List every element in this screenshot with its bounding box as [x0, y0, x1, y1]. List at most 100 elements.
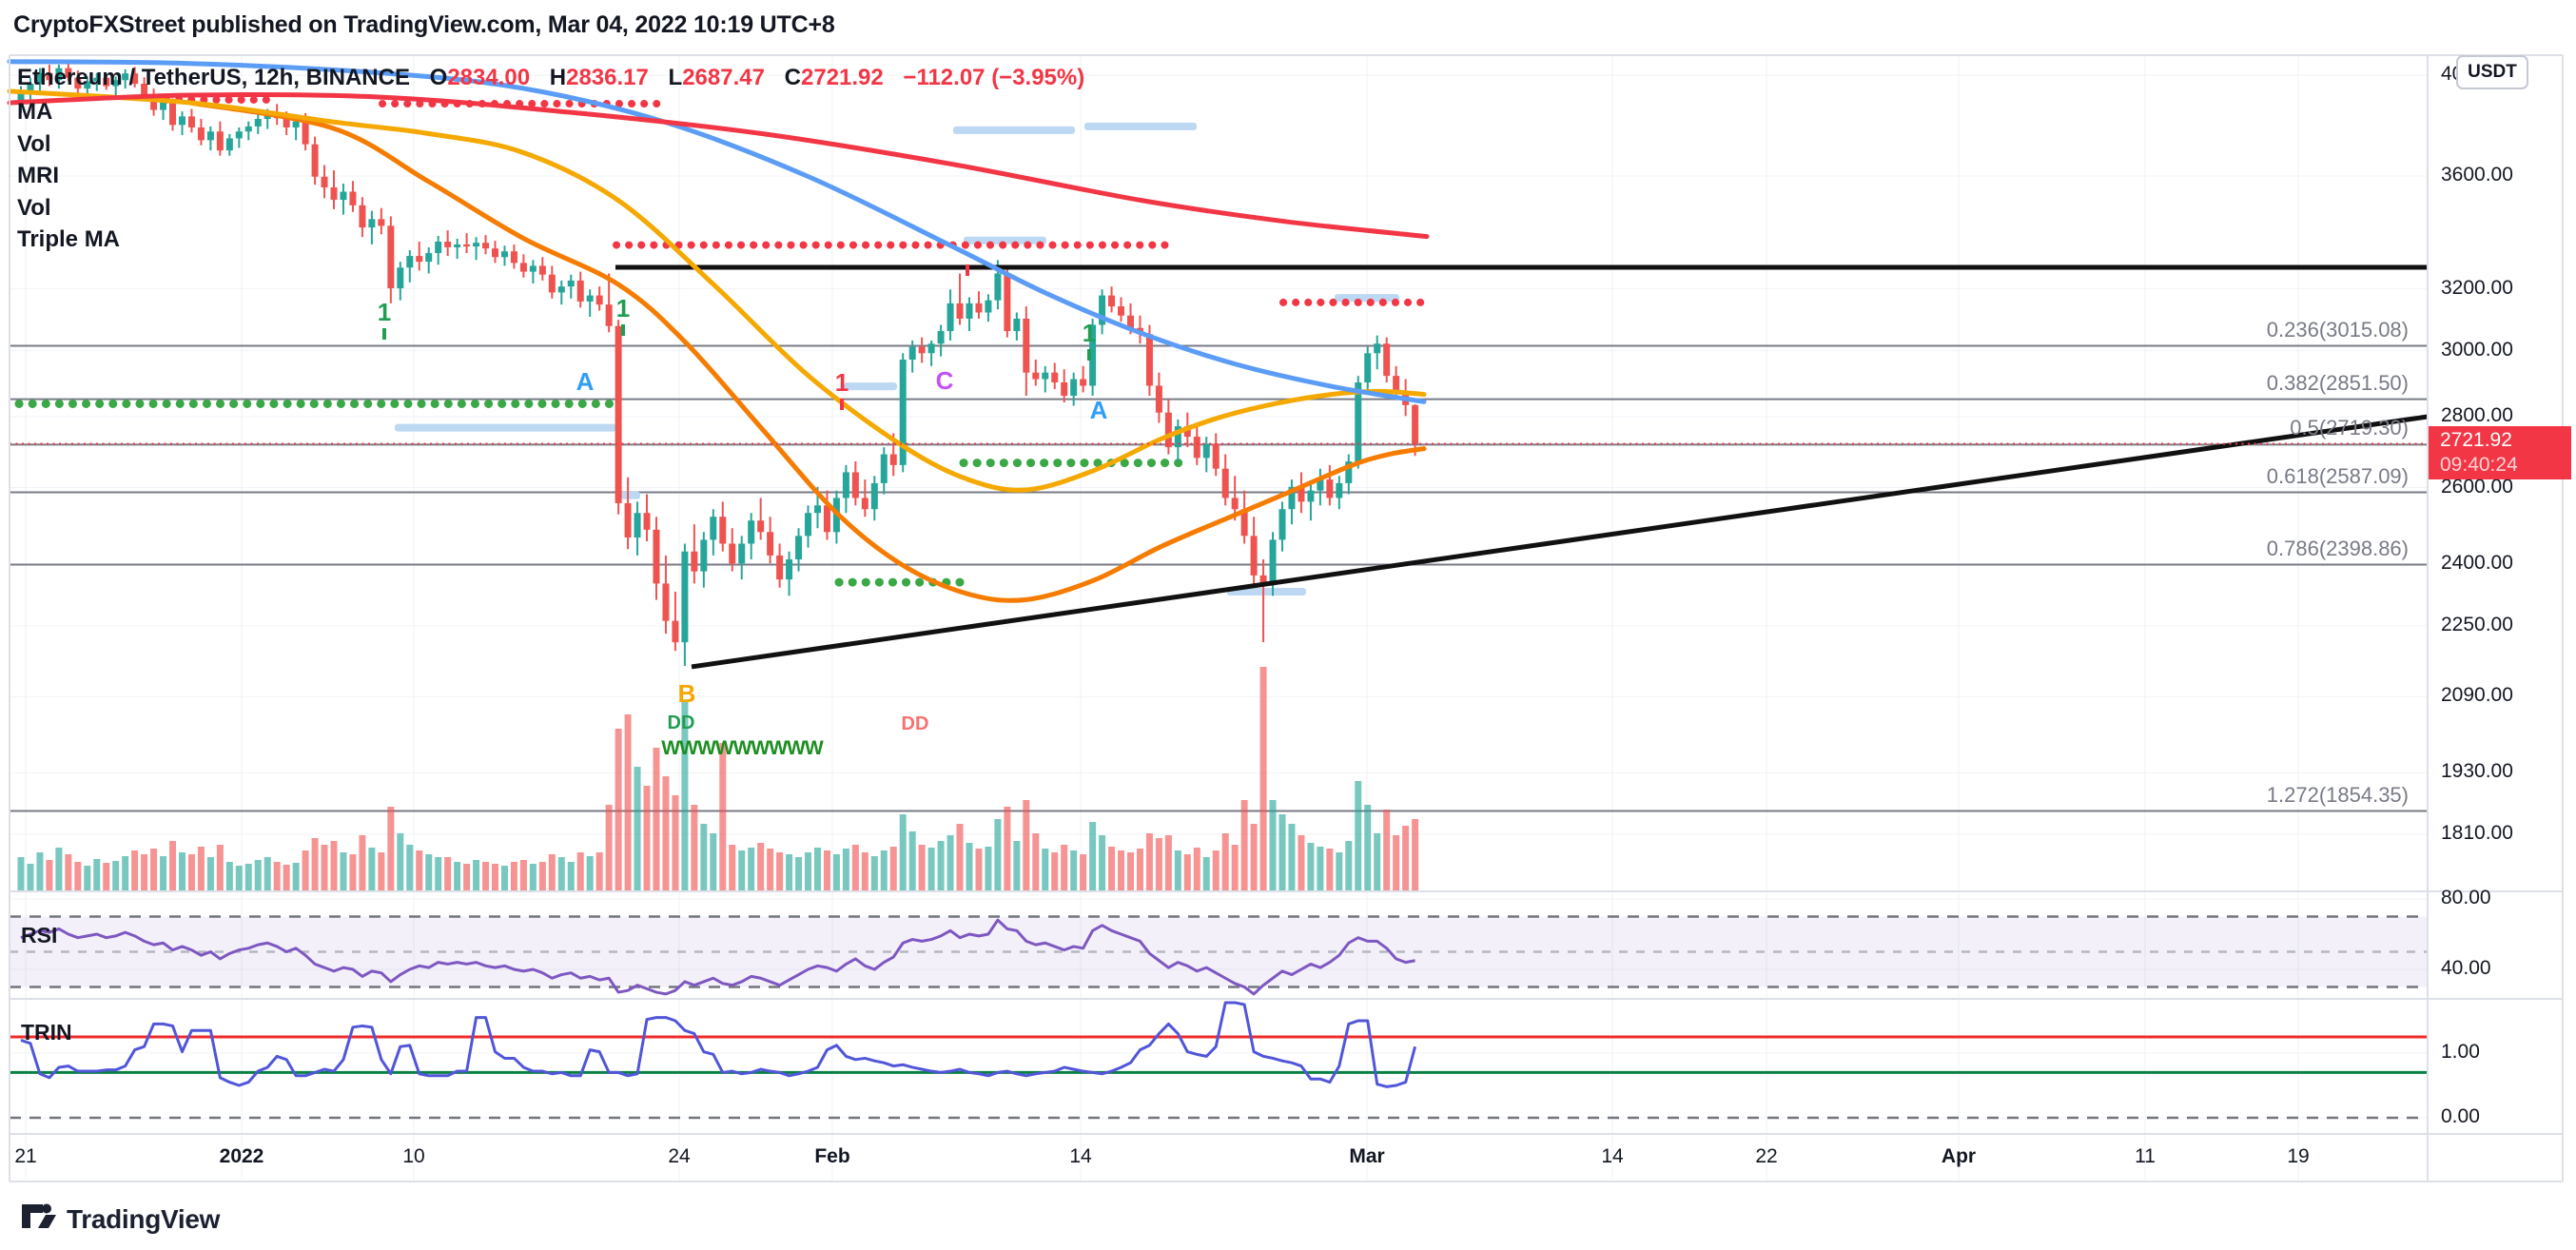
rsi-pane-label[interactable]: RSI: [21, 923, 58, 947]
volume-bar: [1145, 833, 1153, 890]
volume-bar: [1345, 841, 1353, 890]
candle-body: [813, 505, 821, 514]
candle-body: [586, 295, 594, 302]
tradingview-brand-text[interactable]: TradingView: [67, 1204, 221, 1234]
candle-body: [225, 138, 233, 151]
candle-body: [292, 121, 300, 127]
candle-body: [1061, 382, 1068, 396]
volume-bar: [519, 860, 527, 890]
volume-bar: [1221, 833, 1229, 890]
candle-body: [103, 77, 110, 87]
symbol-legend-row[interactable]: Ethereum / TetherUS, 12h, BINANCE O2834.…: [17, 65, 1084, 91]
candle-body: [691, 551, 698, 572]
volume-bar: [937, 841, 945, 890]
volume-bar: [899, 814, 907, 890]
candle-body: [1013, 318, 1021, 332]
volume-bar: [150, 849, 158, 890]
candle-body: [719, 517, 727, 544]
last-price-badge: 2721.92 09:40:24: [2429, 426, 2571, 479]
volume-bar: [1383, 810, 1391, 890]
candle-body: [1307, 490, 1315, 502]
volume-bar: [851, 845, 859, 890]
candle-body: [1269, 539, 1277, 584]
legend-indicator-ma[interactable]: MA: [17, 99, 53, 125]
candle-body: [880, 454, 888, 483]
candle-body: [870, 482, 878, 510]
volume-bar: [1240, 800, 1248, 890]
legend-indicator-mri[interactable]: MRI: [17, 163, 59, 189]
volume-bar: [889, 847, 897, 890]
volume-bar: [975, 849, 983, 890]
candle-body: [1023, 318, 1030, 373]
volume-bar: [206, 857, 214, 890]
candle-body: [492, 248, 498, 258]
ma-line-amber: [7, 88, 1427, 493]
candle-body: [131, 73, 139, 85]
ma-line-red: [7, 91, 1430, 240]
currency-toggle-button[interactable]: USDT: [2456, 55, 2528, 89]
time-axis-scale[interactable]: [10, 1134, 2428, 1182]
candle-body: [1240, 509, 1248, 537]
candle-body: [1089, 324, 1097, 386]
volume-bar: [244, 864, 252, 890]
candle-body: [187, 116, 195, 127]
legend-indicator-vol[interactable]: Vol: [17, 130, 51, 157]
ohlc-low: L2687.47: [668, 65, 765, 90]
candle-body: [956, 303, 964, 319]
price-axis-scale[interactable]: [2428, 55, 2563, 1182]
candle-body: [340, 191, 347, 201]
volume-bar: [994, 819, 1002, 890]
volume-bar: [387, 807, 395, 890]
candle-body: [406, 256, 414, 268]
candle-body: [387, 225, 395, 289]
candle-body: [473, 243, 480, 247]
volume-bar: [927, 848, 935, 890]
volume-bar: [473, 860, 480, 890]
trin-pane-label[interactable]: TRIN: [21, 1020, 72, 1045]
volume-bar: [1202, 857, 1210, 890]
volume-bar: [634, 767, 641, 890]
volume-bar: [880, 850, 888, 890]
volume-bar: [235, 866, 243, 890]
volume-bar: [359, 835, 366, 890]
volume-bar: [586, 856, 594, 890]
candle-body: [1051, 372, 1059, 383]
legend-indicator-triple-ma[interactable]: Triple MA: [17, 226, 121, 253]
support-zone-segment: [1084, 122, 1197, 130]
candle-body: [311, 144, 319, 177]
candle-body: [1231, 498, 1239, 510]
volume-bar: [1099, 835, 1106, 890]
candle-body: [1298, 486, 1305, 502]
candle-body: [216, 131, 224, 151]
candle-body: [889, 454, 897, 465]
candle-body: [93, 77, 101, 82]
volume-bar: [748, 848, 755, 890]
volume-bar: [1355, 781, 1362, 890]
candle-body: [1336, 482, 1343, 498]
volume-bar: [1402, 826, 1410, 890]
volume-bar: [55, 848, 63, 890]
volume-bar: [283, 865, 290, 890]
symbol-title[interactable]: Ethereum / TetherUS, 12h, BINANCE: [17, 65, 410, 90]
tradingview-logo-icon[interactable]: [21, 1202, 63, 1233]
candle-body: [1145, 334, 1153, 386]
candle-body: [1174, 426, 1181, 448]
candle-body: [1345, 461, 1353, 483]
volume-bar: [719, 743, 727, 890]
candle-body: [985, 300, 992, 313]
candle-body: [1032, 372, 1040, 380]
candle-body: [235, 131, 243, 139]
candle-body: [1412, 404, 1419, 444]
volume-bar: [1250, 824, 1258, 890]
volume-bar: [966, 843, 973, 890]
ascending-trendline: [691, 414, 2429, 670]
volume-bar: [1231, 845, 1239, 890]
candle-body: [946, 303, 954, 332]
rsi-line: [20, 918, 1415, 996]
volume-bar: [225, 862, 233, 890]
legend-indicator-vol[interactable]: Vol: [17, 194, 51, 221]
volume-bar: [141, 854, 148, 890]
support-zone-segment: [395, 423, 616, 432]
candle-body: [1202, 443, 1210, 459]
